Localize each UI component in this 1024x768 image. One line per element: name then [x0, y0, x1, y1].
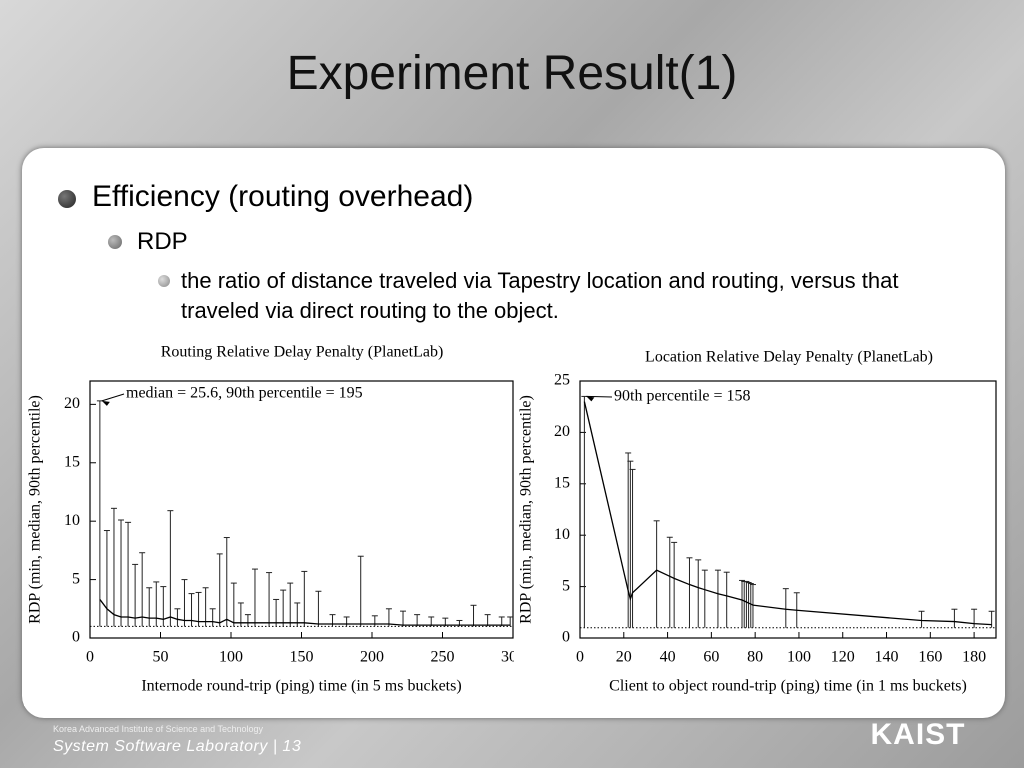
y-tick-label: 15	[64, 453, 80, 470]
chart-title: Routing Relative Delay Penalty (PlanetLa…	[161, 344, 444, 361]
annotation-arrow	[101, 393, 125, 402]
bullet-icon	[58, 190, 76, 208]
median-line	[99, 599, 511, 626]
y-tick-label: 0	[562, 629, 570, 646]
x-tick-label: 60	[703, 649, 719, 666]
y-tick-label: 20	[64, 395, 80, 412]
median-line	[583, 401, 992, 626]
x-tick-label: 100	[787, 649, 811, 666]
y-tick-label: 25	[554, 372, 570, 389]
x-tick-label: 0	[576, 649, 584, 666]
footer-org: Korea Advanced Institute of Science and …	[53, 724, 263, 734]
y-tick-label: 15	[554, 474, 570, 491]
x-tick-label: 160	[918, 649, 942, 666]
bullet-text: the ratio of distance traveled via Tapes…	[181, 268, 899, 323]
x-tick-label: 250	[431, 649, 455, 666]
x-tick-label: 200	[360, 649, 384, 666]
x-axis-label: Client to object round-trip (ping) time …	[609, 678, 967, 695]
x-tick-label: 80	[747, 649, 763, 666]
x-tick-label: 20	[616, 649, 632, 666]
annotation-arrowhead	[101, 400, 110, 406]
bullet-icon	[108, 235, 122, 249]
bullet-text: Efficiency (routing overhead)	[92, 180, 474, 213]
annotation: 90th percentile = 158	[614, 388, 751, 405]
y-axis-label: RDP (min, median, 90th percentile)	[27, 395, 44, 624]
x-tick-label: 140	[875, 649, 899, 666]
x-tick-label: 0	[86, 649, 94, 666]
logo: KAIST	[870, 718, 966, 751]
y-tick-label: 10	[554, 526, 570, 543]
chart-title: Location Relative Delay Penalty (PlanetL…	[645, 349, 933, 366]
chart-bg	[24, 339, 519, 706]
plot-area	[90, 400, 513, 627]
y-tick-label: 10	[64, 512, 80, 529]
plot-frame	[579, 380, 997, 639]
x-tick-label: 40	[660, 649, 676, 666]
y-tick-label: 5	[72, 570, 80, 587]
x-tick-label: 120	[831, 649, 855, 666]
slide-title: Experiment Result(1)	[286, 47, 738, 100]
y-tick-label: 20	[554, 423, 570, 440]
annotation-arrowhead	[586, 396, 595, 402]
y-tick-label: 0	[72, 629, 80, 646]
annotation-arrow	[586, 395, 613, 398]
chart-bg	[514, 339, 1002, 706]
bullet-icon	[158, 275, 170, 287]
x-tick-label: 100	[219, 649, 243, 666]
plot-area	[580, 395, 996, 629]
annotation: median = 25.6, 90th percentile = 195	[126, 385, 363, 402]
y-tick-label: 5	[562, 577, 570, 594]
x-tick-label: 150	[290, 649, 314, 666]
y-axis-label: RDP (min, median, 90th percentile)	[518, 395, 535, 624]
x-axis-label: Internode round-trip (ping) time (in 5 m…	[141, 678, 461, 695]
x-tick-label: 50	[153, 649, 169, 666]
footer-lab: System Software Laboratory | 13	[53, 738, 302, 755]
x-tick-label: 180	[962, 649, 986, 666]
bullet-text: RDP	[137, 228, 188, 255]
